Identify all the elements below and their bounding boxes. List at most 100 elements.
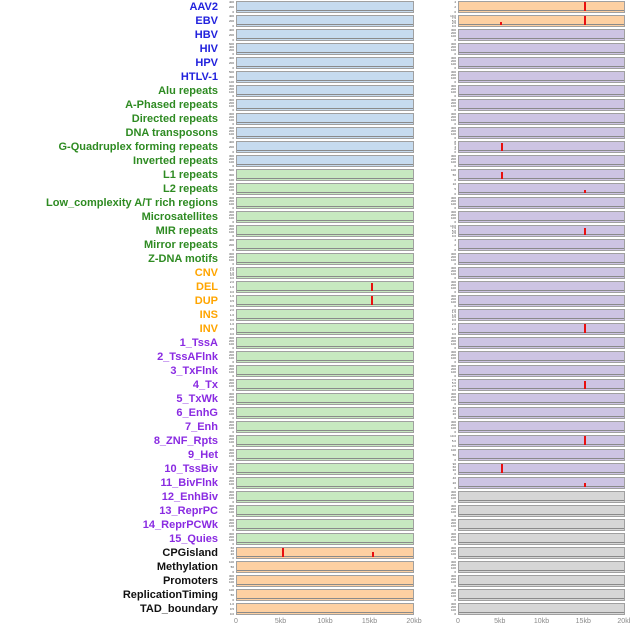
row-label: 6_EnhG xyxy=(176,407,218,419)
track-row: EBV 400 200 0 10.0 7.5 5.0 2.5 0.0 xyxy=(0,14,630,28)
y-tick-label: 0.0 xyxy=(229,611,234,615)
track-panel-left xyxy=(236,463,414,475)
y-tick-label: 200 xyxy=(228,199,234,204)
y-tick-label: 100 xyxy=(450,580,456,585)
y-tick-label: 0 xyxy=(454,541,456,545)
y-tick-label: 300 xyxy=(228,225,234,228)
y-tick-label: 100 xyxy=(450,524,456,529)
y-tick-label: 0 xyxy=(232,163,234,167)
signal-baseline xyxy=(459,276,624,277)
y-tick-label: 7.5 xyxy=(451,226,456,231)
y-tick-label: 0.0 xyxy=(229,303,234,307)
y-tick-label: 1.0 xyxy=(229,312,234,317)
row-label: 11_BivFlnk xyxy=(160,477,218,489)
y-tick-label: 60 xyxy=(452,465,456,470)
signal-baseline xyxy=(459,458,624,459)
row-label: 3_TxFlnk xyxy=(170,365,218,377)
y-tick-label: 100 xyxy=(228,104,234,109)
y-tick-label: 0 xyxy=(232,583,234,587)
track-panel-right xyxy=(458,323,625,335)
y-tick-label: 200 xyxy=(450,367,456,372)
y-tick-label: 0.0 xyxy=(229,331,234,335)
y-tick-label: 200 xyxy=(450,521,456,526)
y-axis-ticks-right: 300 200 100 0 xyxy=(444,29,458,41)
y-axis-ticks-left: 60 40 20 0 xyxy=(222,547,236,559)
y-tick-label: 200 xyxy=(228,381,234,386)
y-tick-label: 400 xyxy=(228,15,234,18)
y-tick-label: 100 xyxy=(228,230,234,235)
y-tick-label: 0 xyxy=(232,261,234,265)
row-label: L1 repeats xyxy=(162,169,218,181)
y-axis-ticks-right: 300 200 100 0 xyxy=(444,393,458,405)
y-tick-label: 300 xyxy=(450,547,456,550)
track-panel-left xyxy=(236,421,414,433)
x-tick-label: 5kb xyxy=(494,618,506,625)
y-axis-ticks-left: 400 200 0 xyxy=(222,15,236,27)
row-label: AAV2 xyxy=(189,1,218,13)
y-tick-label: 100 xyxy=(450,286,456,291)
y-tick-label: 5.0 xyxy=(451,381,456,386)
track-panel-right xyxy=(458,463,625,475)
signal-baseline xyxy=(459,612,624,613)
row-label: 1_TssA xyxy=(179,337,218,349)
y-tick-label: 200 xyxy=(228,353,234,358)
track-row: INV 1.0 0.5 0.0 2.0 1.0 0.0 xyxy=(0,322,630,336)
y-axis-ticks-left: 1.0 0.5 0.0 xyxy=(222,603,236,615)
y-tick-label: 200 xyxy=(228,115,234,120)
track-row: 1_TssA 300 200 100 0 300 200 100 0 xyxy=(0,336,630,350)
signal-spike xyxy=(500,142,503,151)
y-axis-ticks-right: 7.5 5.0 2.5 0.0 xyxy=(444,379,458,391)
signal-baseline xyxy=(237,108,413,109)
track-row: AAV2 400 200 0 4 2 0 xyxy=(0,0,630,14)
signal-baseline xyxy=(459,388,624,389)
signal-baseline xyxy=(459,528,624,529)
track-row: TAD_boundary 1.0 0.5 0.0 300 200 100 0 xyxy=(0,602,630,616)
track-panel-right xyxy=(458,519,625,531)
x-tick-label: 20kb xyxy=(406,618,422,625)
signal-baseline xyxy=(237,360,413,361)
y-tick-label: 0 xyxy=(454,191,456,195)
track-panel-right xyxy=(458,281,625,293)
y-axis-ticks-right: 100 50 0 xyxy=(444,169,458,181)
y-tick-label: 5.0 xyxy=(451,438,456,443)
track-panel-left xyxy=(236,323,414,335)
track-row: CNV 2.0 1.5 1.0 0.5 0.0 300 200 100 0 xyxy=(0,266,630,280)
y-axis-ticks-left: 300 200 100 0 xyxy=(222,463,236,475)
signal-baseline xyxy=(459,570,624,571)
y-tick-label: 300 xyxy=(228,337,234,340)
y-tick-label: 0 xyxy=(454,205,456,209)
signal-baseline xyxy=(237,598,413,599)
track-row: Microsatellites 300 200 100 0 300 200 100 0 xyxy=(0,210,630,224)
y-tick-label: 300 xyxy=(450,393,456,396)
track-row: Alu repeats 300 200 100 0 300 200 100 0 xyxy=(0,84,630,98)
y-tick-label: 100 xyxy=(450,370,456,375)
y-tick-label: 300 xyxy=(228,351,234,354)
y-axis-ticks-left: 300 200 100 0 xyxy=(222,379,236,391)
row-label: 9_Het xyxy=(188,449,218,461)
signal-baseline xyxy=(459,486,624,487)
y-tick-label: 200 xyxy=(450,31,456,36)
y-tick-label: 300 xyxy=(450,113,456,116)
y-tick-label: 0 xyxy=(454,401,456,405)
row-label: MIR repeats xyxy=(155,225,218,237)
y-axis-ticks-left: 100 50 0 xyxy=(222,561,236,573)
signal-baseline xyxy=(459,178,624,179)
y-tick-label: 100 xyxy=(450,104,456,109)
track-panel-left xyxy=(236,85,414,97)
track-panel-right xyxy=(458,295,625,307)
y-tick-label: 0.0 xyxy=(451,233,456,237)
signal-baseline xyxy=(459,248,624,249)
y-axis-ticks-left: 2.0 1.0 0.0 xyxy=(222,281,236,293)
y-tick-label: 100 xyxy=(228,482,234,487)
track-row: Promoters 300 200 100 0 300 200 100 0 xyxy=(0,574,630,588)
y-tick-label: 0 xyxy=(454,415,456,419)
y-axis-ticks-left: 300 200 100 0 xyxy=(222,211,236,223)
y-tick-label: 60 xyxy=(230,547,234,550)
x-axis-left: 0 5kb 10kb 15kb 20kb xyxy=(234,616,422,630)
track-row: 8_ZNF_Rpts 300 200 100 0 10.0 5.0 0.0 xyxy=(0,434,630,448)
track-panel-right xyxy=(458,155,625,167)
signal-baseline xyxy=(237,584,413,585)
y-tick-label: 50 xyxy=(230,564,234,569)
y-axis-ticks-right: 300 200 100 0 xyxy=(444,281,458,293)
signal-baseline xyxy=(459,346,624,347)
